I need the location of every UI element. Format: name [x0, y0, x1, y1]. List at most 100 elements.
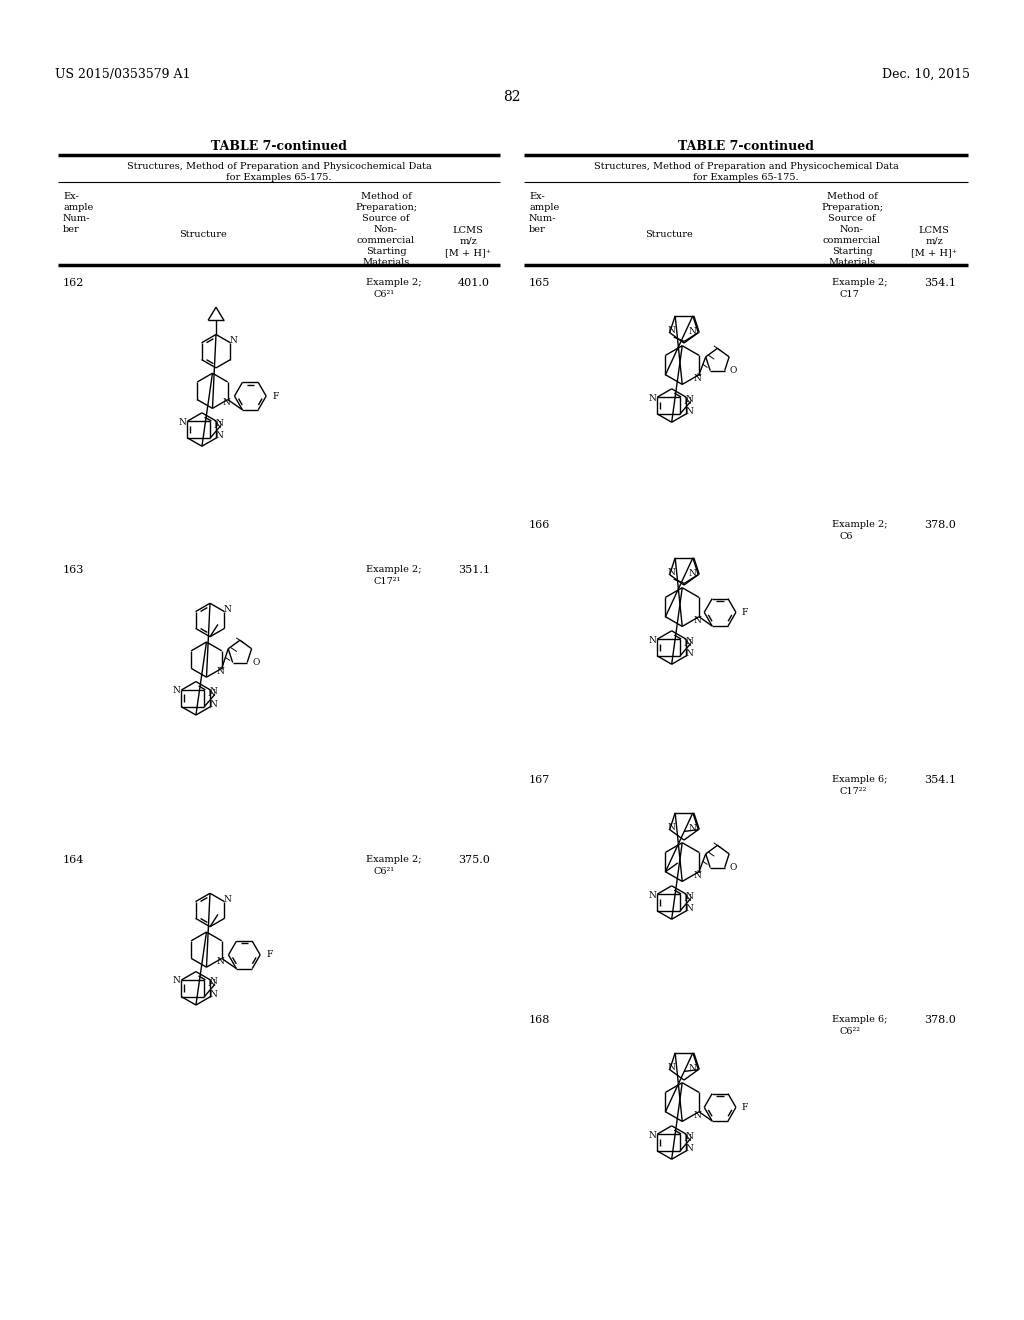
Text: N: N [223, 399, 230, 407]
Text: N: N [223, 895, 230, 904]
Text: N: N [685, 892, 693, 900]
Text: N: N [209, 688, 217, 697]
Text: N: N [685, 649, 693, 659]
Text: 378.0: 378.0 [924, 1015, 955, 1026]
Text: 166: 166 [529, 520, 550, 531]
Text: 165: 165 [529, 279, 550, 288]
Text: Ex-: Ex- [529, 191, 545, 201]
Text: N: N [688, 569, 696, 578]
Text: N: N [693, 1111, 701, 1121]
Text: N: N [209, 977, 217, 986]
Text: Starting: Starting [366, 247, 407, 256]
Text: C17²¹: C17²¹ [374, 577, 401, 586]
Text: N: N [668, 1063, 676, 1072]
Text: N: N [683, 397, 691, 405]
Text: Example 2;: Example 2; [366, 855, 422, 865]
Text: Example 2;: Example 2; [831, 520, 888, 529]
Text: N: N [685, 1144, 693, 1154]
Text: 82: 82 [503, 90, 521, 104]
Text: Preparation;: Preparation; [821, 203, 883, 213]
Text: ample: ample [529, 203, 559, 213]
Text: N: N [648, 393, 656, 403]
Text: Structure: Structure [179, 230, 227, 239]
Text: N: N [685, 395, 693, 404]
Text: N: N [688, 824, 696, 833]
Text: N: N [229, 337, 237, 346]
Text: 164: 164 [63, 855, 84, 865]
Text: N: N [208, 979, 215, 989]
Text: US 2015/0353579 A1: US 2015/0353579 A1 [55, 69, 190, 81]
Text: TABLE 7-continued: TABLE 7-continued [211, 140, 347, 153]
Text: C6²¹: C6²¹ [374, 867, 395, 876]
Text: N: N [648, 636, 656, 644]
Text: N: N [215, 418, 223, 428]
Text: N: N [668, 326, 676, 335]
Text: N: N [693, 616, 701, 626]
Text: C17²²: C17²² [840, 787, 867, 796]
Text: m/z: m/z [459, 238, 477, 246]
Text: N: N [648, 1131, 656, 1139]
Text: N: N [208, 689, 215, 698]
Text: 401.0: 401.0 [458, 279, 490, 288]
Text: Non-: Non- [374, 224, 398, 234]
Text: N: N [178, 417, 186, 426]
Text: C6²²: C6²² [840, 1027, 861, 1036]
Text: N: N [683, 894, 691, 903]
Text: TABLE 7-continued: TABLE 7-continued [678, 140, 814, 153]
Text: 375.0: 375.0 [458, 855, 489, 865]
Text: N: N [683, 639, 691, 648]
Text: Example 6;: Example 6; [831, 775, 888, 784]
Text: ber: ber [63, 224, 80, 234]
Text: 354.1: 354.1 [924, 279, 956, 288]
Text: 351.1: 351.1 [458, 565, 490, 576]
Text: [M + H]⁺: [M + H]⁺ [445, 248, 490, 257]
Text: N: N [648, 891, 656, 900]
Text: N: N [685, 904, 693, 913]
Text: ber: ber [529, 224, 546, 234]
Text: Method of: Method of [826, 191, 878, 201]
Text: O: O [730, 863, 737, 873]
Text: N: N [172, 686, 180, 696]
Text: Source of: Source of [828, 214, 876, 223]
Text: Example 6;: Example 6; [831, 1015, 888, 1024]
Text: for Examples 65-175.: for Examples 65-175. [693, 173, 799, 182]
Text: N: N [215, 432, 223, 441]
Text: ample: ample [63, 203, 93, 213]
Text: N: N [217, 957, 224, 966]
Text: Materials: Materials [362, 257, 410, 267]
Text: 167: 167 [529, 775, 550, 785]
Text: Structure: Structure [645, 230, 693, 239]
Text: Non-: Non- [840, 224, 864, 234]
Text: N: N [693, 871, 701, 880]
Text: N: N [213, 421, 221, 430]
Text: N: N [685, 636, 693, 645]
Text: [M + H]⁺: [M + H]⁺ [911, 248, 957, 257]
Text: N: N [683, 1134, 691, 1143]
Text: F: F [742, 607, 749, 616]
Text: Structures, Method of Preparation and Physicochemical Data: Structures, Method of Preparation and Ph… [127, 162, 431, 172]
Text: Example 2;: Example 2; [831, 279, 888, 286]
Text: Example 2;: Example 2; [366, 565, 422, 574]
Text: Source of: Source of [362, 214, 410, 223]
Text: Num-: Num- [63, 214, 90, 223]
Text: N: N [172, 977, 180, 986]
Text: 354.1: 354.1 [924, 775, 956, 785]
Text: N: N [668, 568, 676, 577]
Text: F: F [266, 950, 272, 960]
Text: 163: 163 [63, 565, 84, 576]
Text: N: N [685, 408, 693, 416]
Text: Starting: Starting [831, 247, 872, 256]
Text: N: N [688, 327, 696, 337]
Text: N: N [223, 605, 230, 614]
Text: m/z: m/z [925, 238, 943, 246]
Text: Preparation;: Preparation; [355, 203, 417, 213]
Text: Method of: Method of [360, 191, 412, 201]
Text: N: N [209, 990, 217, 999]
Text: Num-: Num- [529, 214, 556, 223]
Text: 162: 162 [63, 279, 84, 288]
Text: N: N [217, 667, 224, 676]
Text: N: N [668, 824, 676, 832]
Text: C6²¹: C6²¹ [374, 290, 395, 300]
Text: Materials: Materials [828, 257, 876, 267]
Text: Dec. 10, 2015: Dec. 10, 2015 [882, 69, 970, 81]
